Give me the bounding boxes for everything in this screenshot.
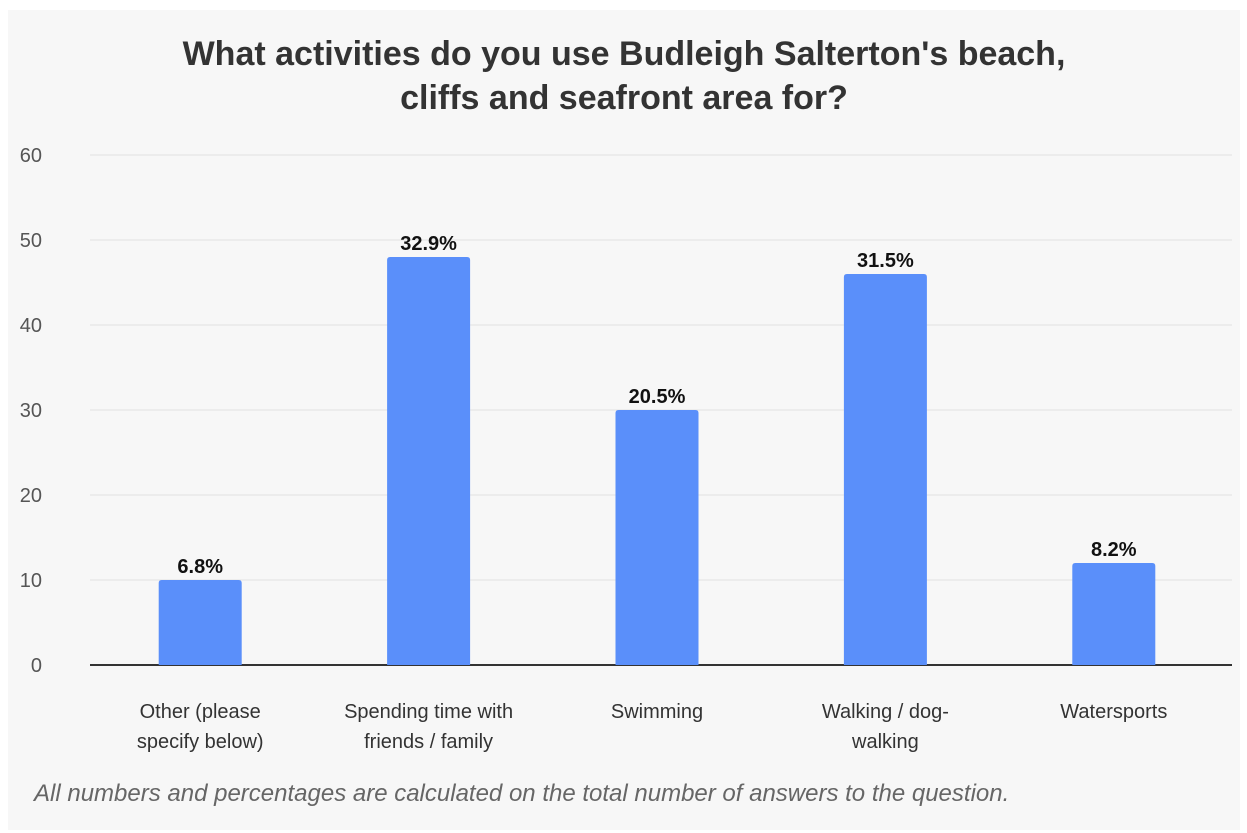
x-tick-label: Spending time with — [344, 701, 513, 723]
footnote: All numbers and percentages are calculat… — [34, 780, 1009, 808]
data-label: 8.2% — [1091, 539, 1137, 561]
bar — [387, 257, 470, 665]
x-tick-label: Walking / dog- — [822, 701, 949, 723]
x-tick-label: Watersports — [1060, 701, 1167, 723]
y-tick-label: 10 — [20, 570, 42, 592]
x-tick-label: walking — [851, 731, 919, 753]
data-label: 31.5% — [857, 250, 914, 272]
x-tick-label: Other (please — [140, 701, 261, 723]
data-label: 20.5% — [629, 386, 686, 408]
bar — [1072, 563, 1155, 665]
bar-chart: 0 10 20 30 40 50 60 6.8% Other (please specify be… — [8, 10, 1240, 830]
x-tick-label: Swimming — [611, 701, 703, 723]
y-tick-label: 0 — [31, 655, 42, 677]
bar — [159, 580, 242, 665]
y-tick-label: 30 — [20, 400, 42, 422]
bar — [616, 410, 699, 665]
chart-card: What activities do you use Budleigh Salt… — [8, 10, 1240, 830]
bar — [844, 274, 927, 665]
data-label: 32.9% — [400, 233, 457, 255]
y-tick-label: 60 — [20, 145, 42, 167]
x-tick-label: friends / family — [364, 731, 493, 753]
data-label: 6.8% — [177, 556, 223, 578]
y-tick-label: 20 — [20, 485, 42, 507]
y-tick-label: 50 — [20, 230, 42, 252]
x-tick-label: specify below) — [137, 731, 264, 753]
y-tick-label: 40 — [20, 315, 42, 337]
